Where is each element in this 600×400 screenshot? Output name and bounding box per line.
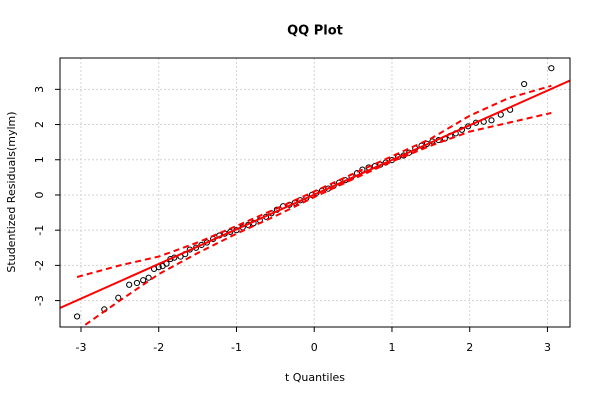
point: [203, 239, 211, 246]
y-tick-label: 2: [33, 121, 46, 128]
x-axis-label: t Quantiles: [285, 371, 345, 384]
y-tick-label: -3: [33, 295, 46, 306]
x-tick-label: -3: [76, 341, 87, 354]
plot-border: [59, 57, 571, 328]
y-tick-label: 3: [33, 86, 46, 93]
point: [145, 274, 152, 281]
envelope-lower: [80, 111, 552, 327]
fit-line: [60, 79, 570, 309]
y-tick-label: -1: [33, 225, 46, 236]
point: [74, 313, 81, 320]
y-axis-label: Studentized Residuals(mylm): [5, 111, 18, 272]
point: [488, 117, 495, 124]
x-tick-label: -2: [153, 341, 164, 354]
y-tick-label: 0: [33, 191, 46, 198]
point: [521, 80, 528, 88]
x-tick-label: -1: [231, 341, 242, 354]
envelope-upper: [76, 84, 552, 278]
plot-area: [60, 65, 570, 327]
x-tick-label: 1: [388, 341, 395, 354]
point: [115, 294, 122, 301]
chart-title: QQ Plot: [287, 24, 343, 39]
y-tick-label: 1: [33, 156, 46, 163]
point: [548, 65, 555, 72]
point: [126, 281, 133, 288]
x-tick-label: 0: [311, 341, 318, 354]
point: [140, 277, 147, 284]
x-tick-label: 2: [466, 341, 473, 354]
y-tick-label: -2: [33, 260, 46, 271]
x-tick-label: 3: [544, 341, 551, 354]
point: [133, 279, 141, 287]
